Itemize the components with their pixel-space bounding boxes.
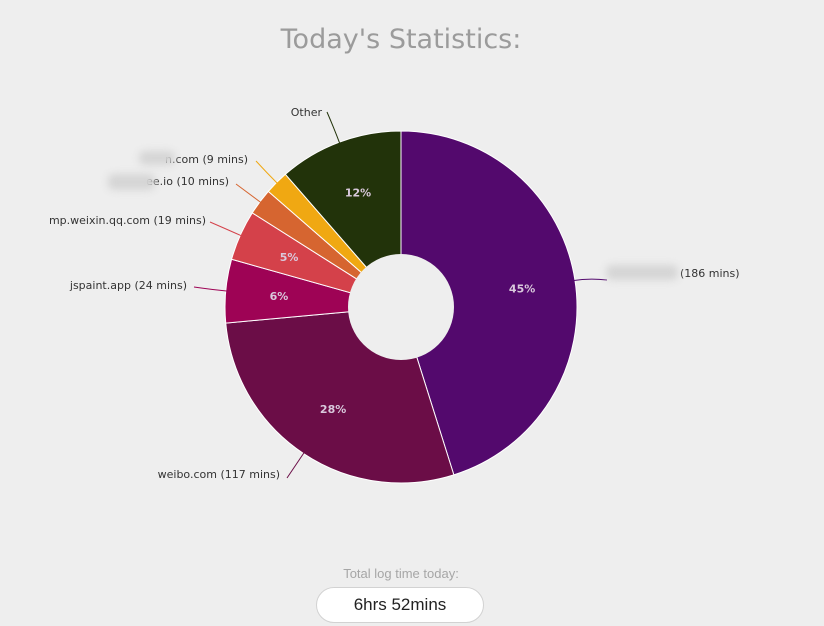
callout-label: n.com (9 mins) (165, 153, 248, 166)
page-title: Today's Statistics: (280, 24, 522, 55)
total-log-label: Total log time today: (343, 566, 459, 581)
callout-line (235, 183, 262, 204)
callout-label: weibo.com (117 mins) (158, 468, 280, 481)
redacted-label-blur (139, 151, 175, 165)
callout-label: ee.io (10 mins) (146, 175, 229, 188)
callout-line (286, 451, 306, 479)
slice-percent-label: 45% (509, 282, 535, 295)
redacted-label-blur (108, 174, 155, 190)
callout-line (209, 221, 243, 237)
total-log-value: 6hrs 52mins (316, 587, 484, 623)
callout-line (326, 111, 341, 145)
callout-label: (186 mins) (680, 267, 740, 280)
slice-percent-label: 12% (345, 186, 371, 199)
callout-label: mp.weixin.qq.com (19 mins) (49, 214, 206, 227)
callout-line (255, 160, 279, 185)
callout-label: jspaint.app (24 mins) (69, 279, 187, 292)
callout-line (572, 278, 608, 282)
slice-percent-label: 5% (280, 251, 299, 264)
callout-label: Other (291, 106, 323, 119)
slice-percent-label: 28% (320, 403, 346, 416)
pie-labels: 45% (186 mins) 28% weibo.com (117 mins) 6% js… (49, 106, 740, 481)
pie-chart: 45% (186 mins) 28% weibo.com (117 mins) 6% js… (49, 106, 740, 484)
redacted-label-blur (606, 265, 678, 280)
donut-hole (348, 254, 454, 360)
slice-percent-label: 6% (270, 290, 289, 303)
callout-line (193, 286, 228, 292)
